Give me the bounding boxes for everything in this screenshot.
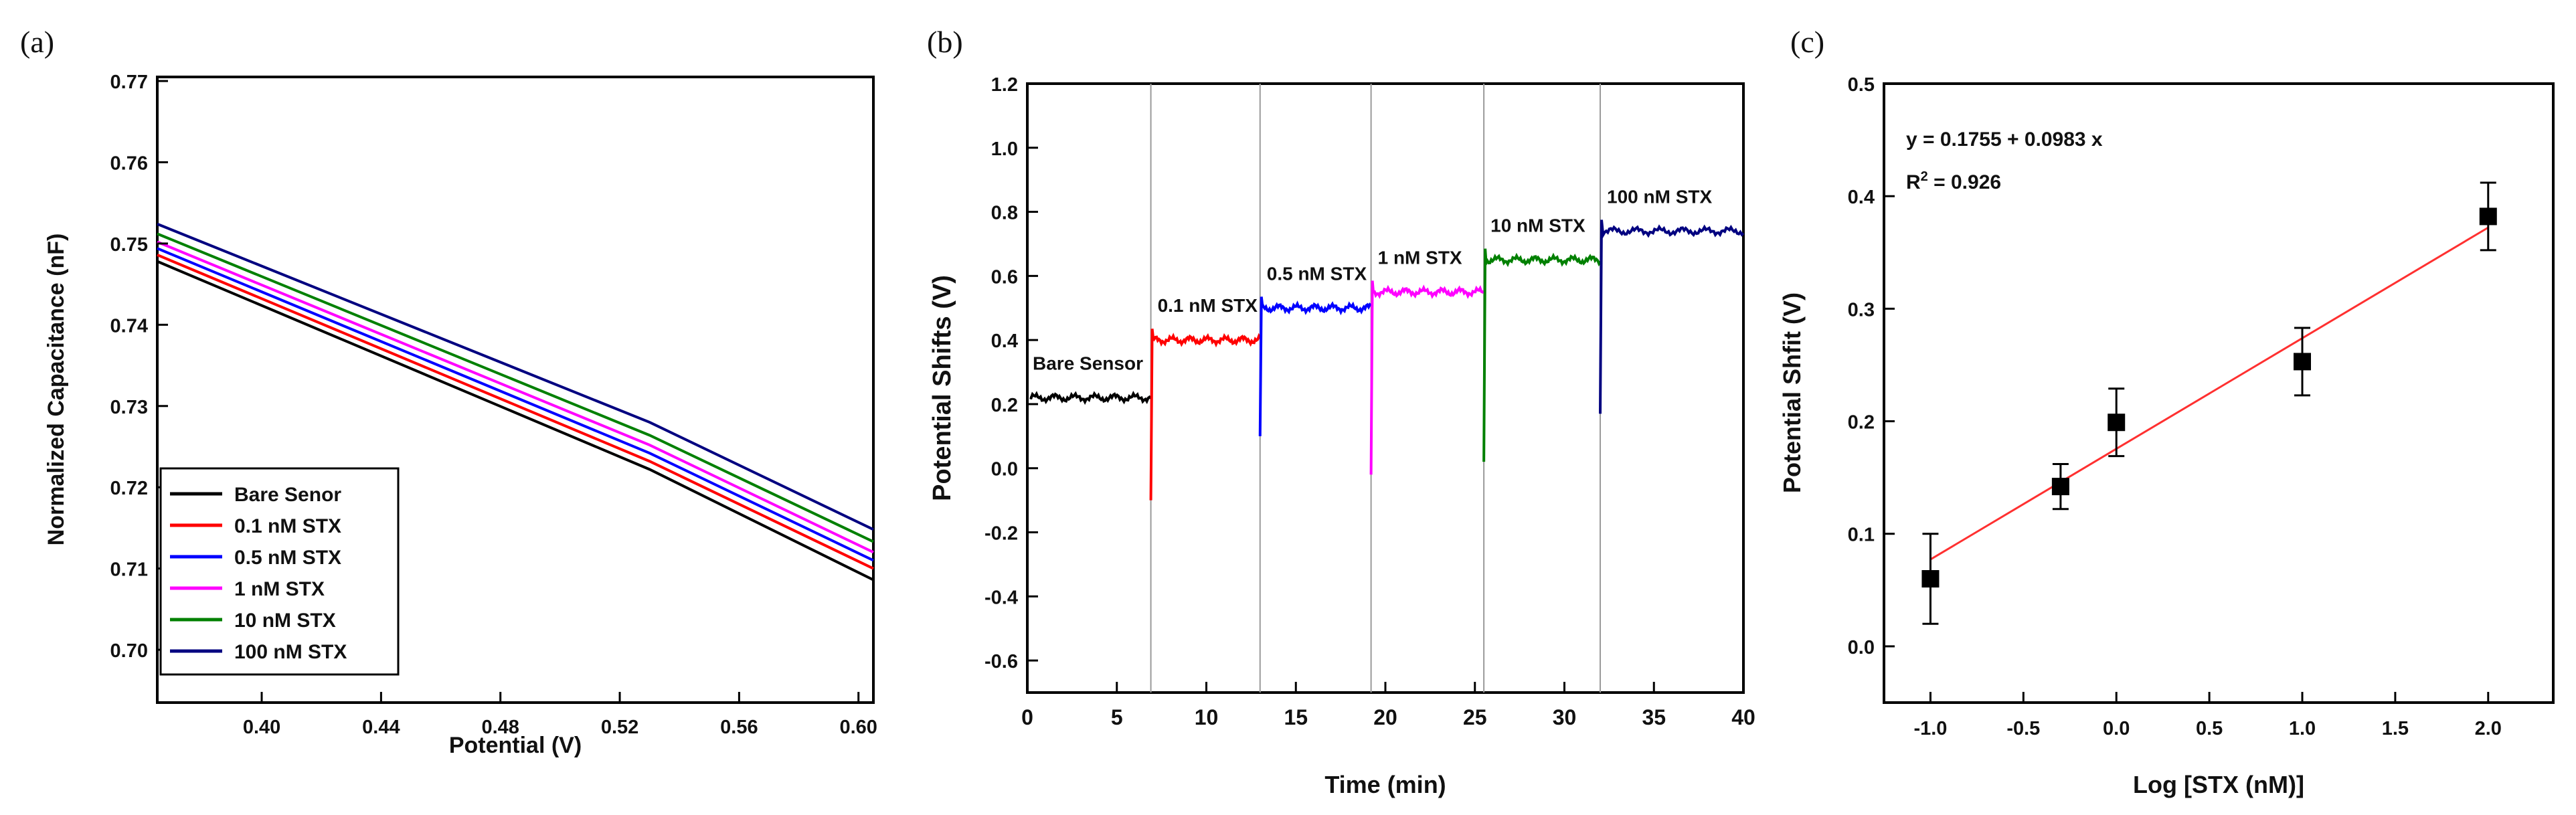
panel-c-data-point [2051,478,2069,496]
panel-b-segment-trace [1482,248,1602,462]
panel-c-x-tick-label: 0.0 [2103,718,2130,739]
panel-a-legend-box [159,467,400,676]
panel-a-legend: Bare Senor 0.1 nM STX 0.5 nM STX 1 nM STX 10… [159,467,400,676]
panel-c-x-tick-label: 1.0 [2289,718,2316,739]
panel-a-y-tick-label: 0.74 [110,315,148,337]
panel-b-segment-trace [1149,329,1262,501]
panel-b-x-tick-label: 5 [1111,705,1123,729]
panel-c-x-tick-label: 0.5 [2196,718,2223,739]
panel-b-segment-label: 0.1 nM STX [1158,295,1258,316]
panel-b-label: (b) [927,25,963,59]
panel-c-data-point [2108,414,2126,432]
panel-b-y-tick-label: -0.6 [984,651,1018,672]
panel-c-frame [1883,82,2555,704]
panel-a-frame [156,76,875,704]
panel-c-label: (c) [1790,25,1824,59]
panel-a-series-line [157,260,874,581]
panel-a-series-line [157,247,874,562]
panel-a-series-line [157,222,874,531]
panel-a-legend-label: 0.1 nM STX [234,515,341,537]
panel-b-x-tick-label: 25 [1463,705,1487,729]
panel-a-x-tick-label: 0.60 [839,717,877,738]
panel-c-y-tick-label: 0.4 [1848,187,1875,208]
panel-a-x-tick-label: 0.56 [720,717,758,738]
panel-b-segment-label: Bare Sensor [1033,353,1143,373]
panel-b-segment-label: 100 nM STX [1607,186,1712,207]
panel-a-x-tick-label: 0.44 [362,717,400,738]
panel-c-y-tick-label: 0.1 [1848,525,1875,546]
panel-c-x-tick-label: 2.0 [2475,718,2502,739]
panel-a-legend-label: 0.5 nM STX [234,547,341,569]
panel-b-y-tick-label: 0.4 [991,331,1018,352]
panel-c-y-axis-label: Potential Shfit (V) [1778,292,1806,493]
panel-b-segment-label: 0.5 nM STX [1267,263,1367,284]
panel-a-label: (a) [20,25,54,59]
panel-a-y-tick-label: 0.75 [110,234,148,256]
panel-b-segment-trace [1599,219,1745,414]
panel-a-y-tick-label: 0.76 [110,153,148,175]
panel-b-segment-label: 1 nM STX [1378,247,1462,268]
panel-a-x-tick-label: 0.40 [243,717,280,738]
panel-a-x-axis-label: Potential (V) [449,733,582,758]
panel-b-y-tick-label: 1.2 [991,74,1018,96]
panel-c-y-tick-label: 0.5 [1848,74,1875,96]
panel-b-segment-trace [1369,280,1485,475]
panel-a-legend-label: 100 nM STX [234,641,347,663]
panel-b-x-tick-label: 20 [1373,705,1397,729]
panel-a-y-tick-label: 0.70 [110,640,148,662]
panel-a-series-line [157,240,874,554]
panel-b-x-tick-label: 0 [1021,705,1033,729]
panel-c-y-tick-label: 0.3 [1848,299,1875,321]
panel-a-x-tick-label: 0.52 [601,717,638,738]
panel-b-y-tick-label: -0.4 [984,587,1018,608]
panel-a-legend-label: 10 nM STX [234,610,336,632]
panel-c-x-tick-label: -0.5 [2006,718,2040,739]
panel-a-series-line [157,232,874,543]
panel-c-data-point [2479,207,2497,225]
panel-b-y-axis-label: Potential Shifts (V) [928,275,956,501]
panel-c-x-tick-label: -1.0 [1913,718,1947,739]
panel-c-equation: y = 0.1755 + 0.0983 x [1906,128,2103,151]
panel-b-x-tick-label: 40 [1731,705,1755,729]
panel-c-data-point [1921,570,1940,587]
panel-a-legend-label: 1 nM STX [234,578,325,600]
panel-a-y-tick-label: 0.73 [110,397,148,418]
panel-b-y-tick-label: 0.6 [991,266,1018,288]
panel-c-r-squared: R2 = 0.926 [1906,169,2001,193]
panel-c-data-point [2294,353,2311,371]
panel-b-y-tick-label: 0.8 [991,203,1018,224]
panel-c-y-tick-label: 0.2 [1848,412,1875,434]
panel-a-y-tick-label: 0.71 [110,559,148,581]
panel-c-y-tick-label: 0.0 [1848,637,1875,658]
panel-b-segment-trace [1258,296,1373,436]
panel-a-y-tick-label: 0.77 [110,72,148,93]
panel-a-y-axis-label: Normalized Capacitance (nF) [44,234,69,546]
panel-b-y-tick-label: 1.0 [991,139,1018,160]
panel-b-y-tick-label: 0.0 [991,459,1018,480]
panel-b-x-tick-label: 35 [1642,705,1666,729]
panel-b-segment-label: 10 nM STX [1490,215,1585,236]
panel-b-x-tick-label: 10 [1195,705,1219,729]
panel-a-x-tick-label: 0.48 [481,717,519,738]
panel-c-x-tick-label: 1.5 [2382,718,2409,739]
panel-b-frame [1026,82,1745,694]
panel-b-x-tick-label: 30 [1553,705,1577,729]
panel-c-x-axis-label: Log [STX (nM)] [2133,771,2304,798]
panel-a-series-line [157,254,874,570]
panel-b: (b) Bare Sensor 0.1 nM STX 0.5 nM STX 1 nM … [927,25,1755,798]
panel-b-y-tick-label: 0.2 [991,395,1018,416]
panel-a-y-tick-label: 0.72 [110,478,148,499]
panel-b-x-tick-label: 15 [1284,705,1308,729]
panel-a: (a) 0.40 0.44 0.48 0.52 0.56 0.60 0.70 0.71 0.72… [20,25,877,758]
panel-b-segment-trace [1029,390,1152,405]
panel-b-x-axis-label: Time (min) [1324,771,1446,798]
panel-b-y-tick-label: -0.2 [984,523,1018,545]
panel-a-legend-label: Bare Senor [234,484,341,506]
panel-c: (c) -1.0 -0.5 0.0 0.5 1.0 1.5 2.0 0.0 0.1 0.2 0.3 0… [1778,25,2555,798]
panel-c-fit-line [1929,226,2489,561]
